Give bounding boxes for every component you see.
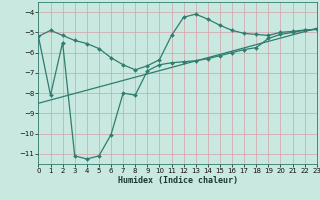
X-axis label: Humidex (Indice chaleur): Humidex (Indice chaleur) xyxy=(118,176,238,185)
